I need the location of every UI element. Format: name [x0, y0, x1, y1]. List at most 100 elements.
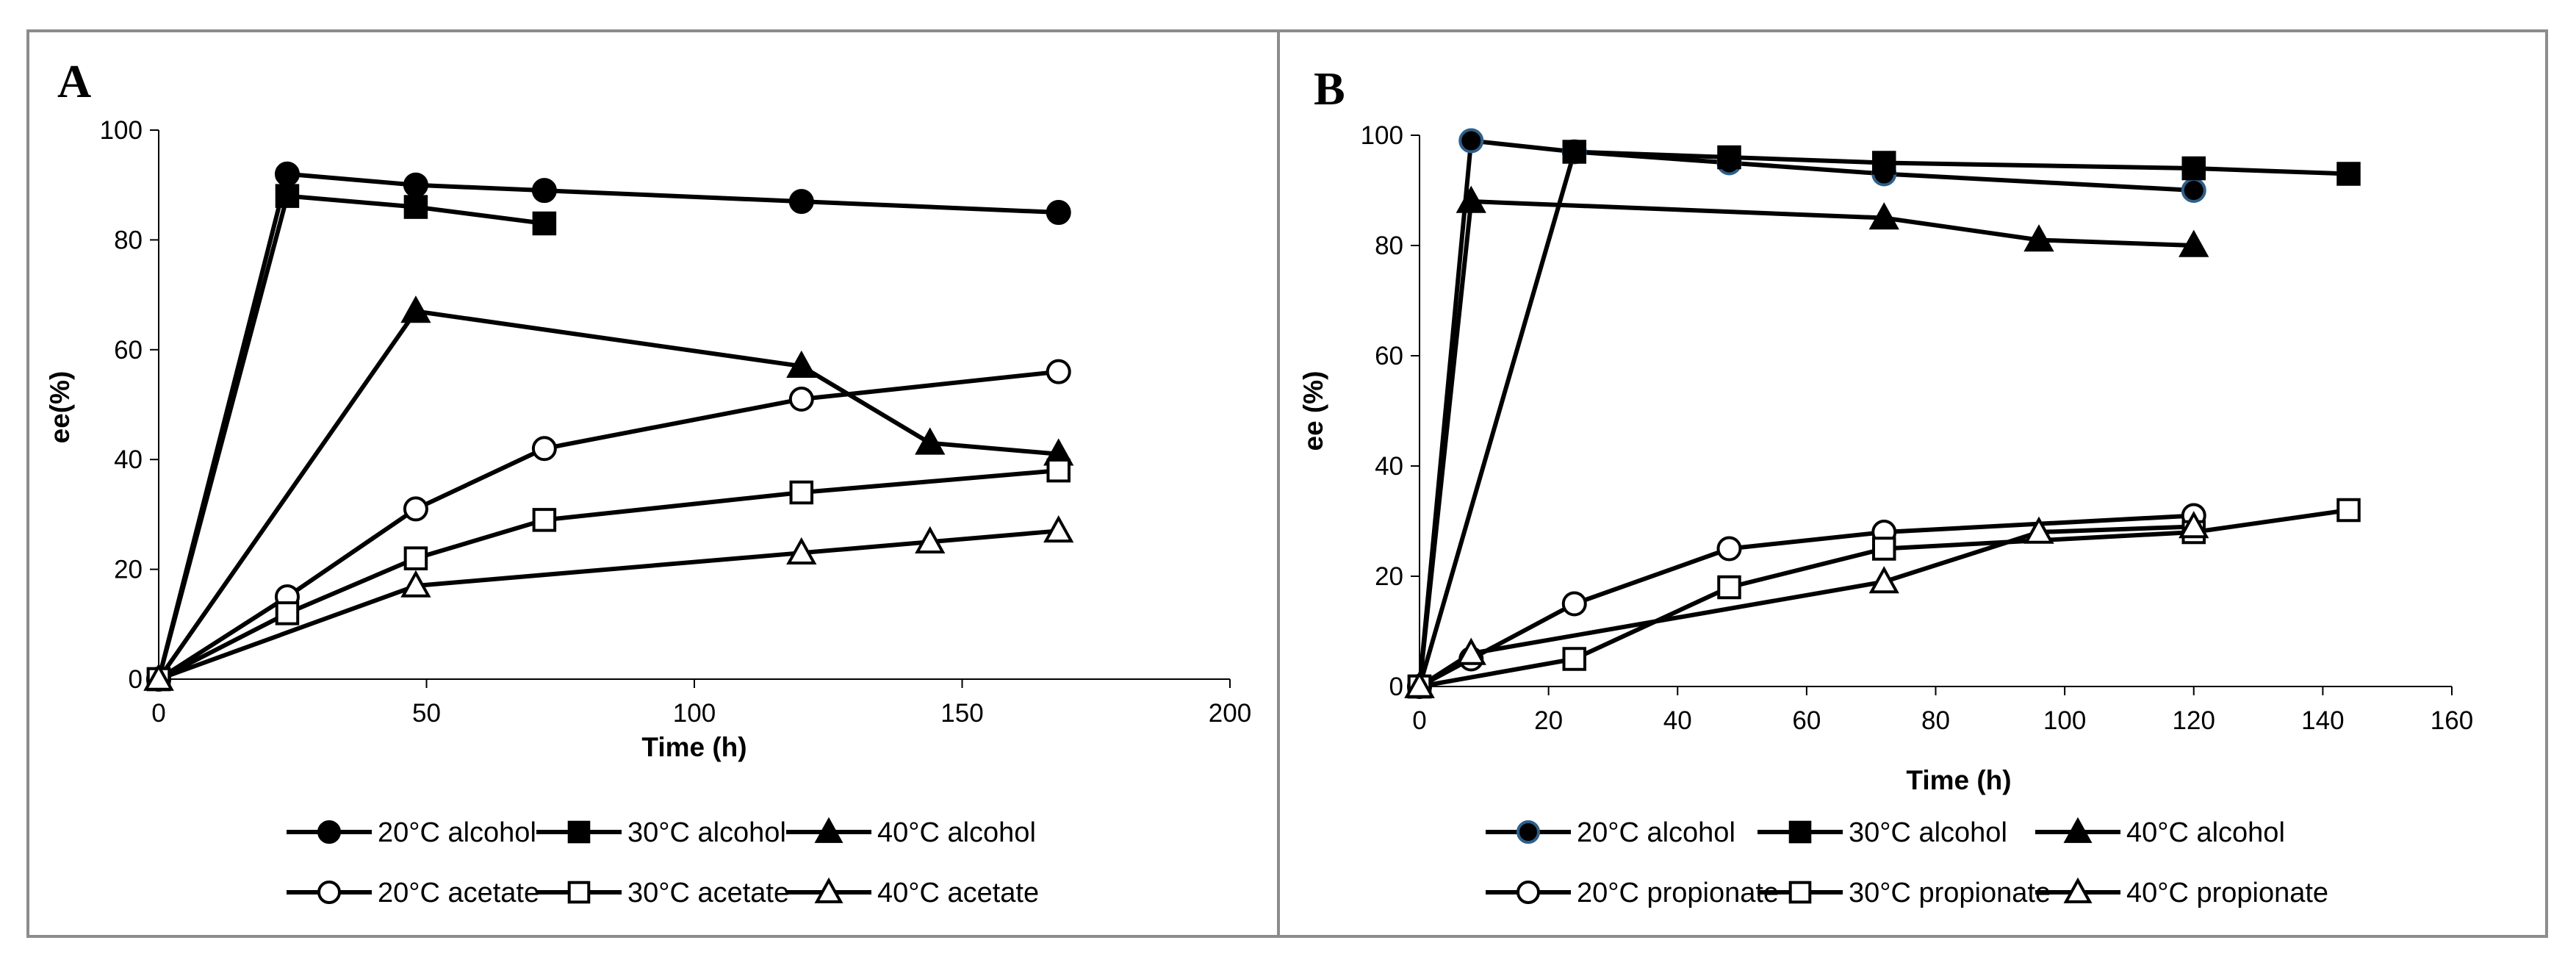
chart-b-legend-label-40c-alcohol: 40°C alcohol	[2126, 817, 2285, 848]
chart-a-y-tick-label: 0	[129, 665, 143, 694]
chart-a-series-line-20c-alcohol	[156, 171, 1059, 680]
chart-b-point-30c-alcohol	[2181, 156, 2206, 181]
chart-b-x-tick-label: 100	[2043, 706, 2086, 735]
chart-a-point-20c-alcohol	[1046, 200, 1071, 226]
chart-b-svg: B 0 20 40 60 80 100 0 20 40 60 80 100 120 140 160 Time (…	[1298, 62, 2473, 908]
chart-b-point-20c-alcohol	[1458, 128, 1484, 154]
chart-b-x-tick-label: 160	[2431, 706, 2473, 735]
chart-b-series-line-20c-propionate	[1418, 513, 2194, 689]
chart-b-legend-marker-20c-propionate	[1517, 881, 1540, 904]
chart-a-y-tick-label: 40	[114, 445, 143, 474]
chart-b-legend-label-30c-alcohol: 30°C alcohol	[1849, 817, 2007, 848]
chart-a-point-40c-alcohol	[786, 350, 817, 379]
chart-a-point-30c-acetate	[1046, 458, 1071, 483]
chart-a-legend-label-20c-acetate: 20°C acetate	[378, 878, 539, 908]
chart-b-legend-marker-30c-alcohol	[1788, 820, 1812, 844]
chart-a-point-30c-acetate	[789, 480, 814, 505]
chart-b-y-tick-label: 60	[1375, 342, 1403, 370]
chart-b-series-line-40c-propionate	[1418, 524, 2194, 689]
chart-b-point-40c-alcohol	[2023, 224, 2054, 252]
chart-a-legend-label-40c-acetate: 40°C acetate	[877, 878, 1039, 908]
chart-b-point-40c-alcohol	[1456, 185, 1486, 213]
chart-b-y-tick-label: 0	[1389, 673, 1403, 701]
chart-a-legend-label-30c-acetate: 30°C acetate	[627, 878, 789, 908]
chart-b-point-30c-alcohol	[1562, 140, 1586, 164]
chart-a-legend-label-20c-alcohol: 20°C alcohol	[378, 817, 536, 848]
chart-b-point-20c-propionate	[1561, 591, 1587, 617]
chart-b-series-line-30c-propionate	[1419, 508, 2349, 689]
chart-a-point-20c-acetate	[788, 387, 814, 412]
chart-a-point-30c-alcohol	[532, 211, 557, 236]
chart-a-point-20c-alcohol	[788, 189, 814, 215]
chart-a-x-tick-label: 150	[940, 699, 983, 728]
chart-a-point-30c-acetate	[403, 546, 428, 570]
chart-b-x-tick-label: 120	[2173, 706, 2215, 735]
chart-b-series-line-30c-alcohol	[1417, 149, 2349, 687]
chart-panel-a: A 0 20 40 60 80 100 0 50 100 150 200 Time (h) ee(%) 20…	[26, 29, 1280, 938]
chart-b-legend-label-20c-alcohol: 20°C alcohol	[1577, 817, 1735, 848]
chart-a-x-tick-label: 50	[412, 699, 441, 728]
chart-b-x-tick-label: 80	[1921, 706, 1950, 735]
chart-a-panel-letter: A	[57, 55, 91, 107]
chart-b-point-30c-alcohol	[2336, 162, 2361, 186]
chart-a-point-40c-acetate	[786, 537, 817, 564]
chart-a-series-line-20c-acetate	[157, 369, 1059, 681]
chart-b-point-30c-propionate	[2336, 498, 2361, 523]
chart-a-point-40c-acetate	[915, 526, 946, 554]
chart-b-y-tick-label: 40	[1375, 452, 1403, 481]
chart-b-legend-label-30c-propionate: 30°C propionate	[1849, 878, 2051, 908]
chart-b-point-30c-alcohol	[1717, 145, 1741, 170]
chart-b-x-tick-label: 140	[2301, 706, 2344, 735]
chart-b-x-tick-label: 0	[1412, 706, 1426, 735]
chart-a-legend-marker-30c-alcohol	[567, 820, 591, 844]
chart-a-point-20c-acetate	[403, 496, 428, 522]
chart-b-y-tick-label: 100	[1361, 121, 1403, 150]
chart-a-svg: A 0 20 40 60 80 100 0 50 100 150 200 Time (h) ee(%) 20…	[45, 55, 1251, 908]
chart-a-point-30c-alcohol	[403, 195, 428, 219]
chart-b-point-40c-alcohol	[1868, 202, 1899, 230]
chart-b-panel-letter: B	[1314, 62, 1345, 115]
chart-panel-b: B 0 20 40 60 80 100 0 20 40 60 80 100 120 140 160 Time (…	[1277, 29, 2548, 938]
chart-b-legend-label-40c-propionate: 40°C propionate	[2126, 878, 2328, 908]
chart-a-y-tick-label: 20	[114, 556, 143, 584]
chart-b-y-tick-label: 20	[1375, 562, 1403, 591]
chart-b-x-axis-title: Time (h)	[1906, 765, 2011, 795]
chart-a-point-30c-alcohol	[275, 184, 300, 208]
chart-b-x-tick-label: 60	[1792, 706, 1821, 735]
chart-a-y-axis-title: ee(%)	[45, 371, 75, 444]
chart-a-legend-label-30c-alcohol: 30°C alcohol	[627, 817, 786, 848]
chart-a-legend-marker-40c-acetate	[814, 877, 843, 903]
chart-a-point-40c-acetate	[400, 570, 431, 598]
chart-a-legend-marker-40c-alcohol	[814, 817, 843, 843]
chart-b-point-40c-propionate	[1456, 637, 1486, 665]
chart-b-legend-marker-20c-alcohol	[1517, 820, 1540, 844]
chart-b-legend-marker-40c-alcohol	[2063, 817, 2093, 843]
chart-a-point-40c-alcohol	[400, 295, 431, 323]
chart-a-point-40c-acetate	[1043, 515, 1074, 543]
chart-a-legend-marker-30c-acetate	[567, 881, 591, 904]
chart-b-point-40c-alcohol	[2179, 229, 2209, 257]
chart-a-point-30c-acetate	[275, 601, 300, 625]
chart-b-series-line-20c-alcohol	[1417, 138, 2194, 687]
chart-a-x-tick-label: 100	[673, 699, 716, 728]
chart-a-y-tick-label: 100	[100, 116, 143, 145]
chart-a-point-40c-acetate	[143, 663, 174, 691]
chart-a-x-axis-title: Time (h)	[641, 732, 746, 762]
chart-b-point-30c-propionate	[1562, 647, 1586, 671]
chart-b-legend-marker-30c-propionate	[1788, 881, 1812, 904]
chart-b-point-30c-propionate	[1717, 575, 1741, 600]
chart-b-legend-label-20c-propionate: 20°C propionate	[1577, 878, 1779, 908]
chart-a-point-20c-acetate	[531, 436, 557, 462]
chart-b-point-20c-alcohol	[2181, 178, 2206, 203]
chart-b-series-line-40c-alcohol	[1417, 199, 2194, 687]
chart-b-point-40c-propionate	[1868, 566, 1899, 594]
chart-a-legend-marker-20c-alcohol	[317, 820, 341, 844]
chart-b-point-30c-alcohol	[1872, 151, 1896, 175]
chart-a-series-line-30c-alcohol	[156, 193, 545, 680]
chart-a-y-tick-label: 80	[114, 226, 143, 254]
chart-b-x-tick-label: 40	[1663, 706, 1692, 735]
chart-a-x-tick-label: 0	[151, 699, 165, 728]
chart-a-y-tick-label: 60	[114, 336, 143, 365]
chart-a-x-tick-label: 200	[1209, 699, 1251, 728]
chart-a-point-40c-alcohol	[915, 427, 946, 455]
